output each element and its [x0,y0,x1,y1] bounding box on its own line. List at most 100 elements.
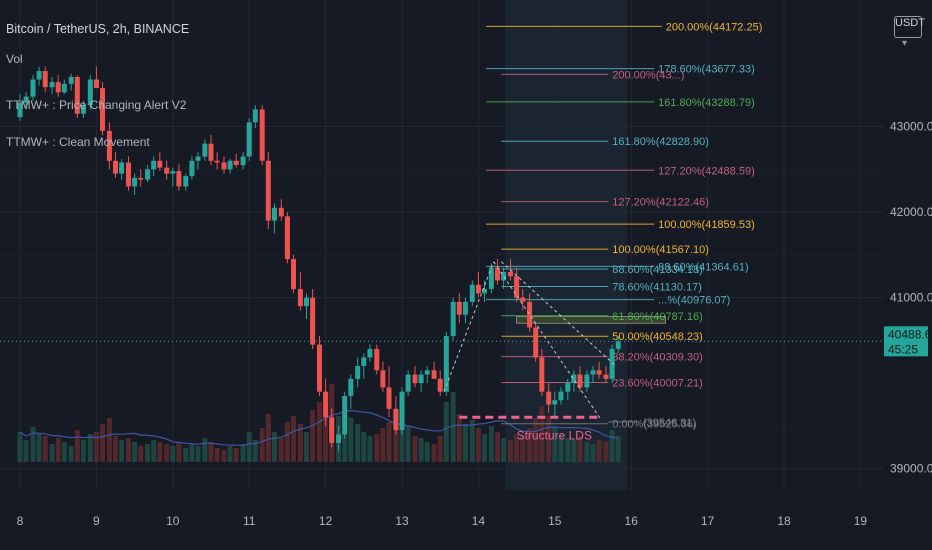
volume-bar [145,444,151,462]
volume-bar [233,448,239,462]
fib-label: 100.00%(41567.10) [612,244,709,256]
y-tick-label: 39000.00 [890,462,932,476]
volume-bar [475,428,481,462]
candle-body [507,271,513,277]
x-tick-label: 13 [395,514,409,528]
candle-body [221,162,227,170]
currency-selector[interactable]: USDT [894,16,925,38]
candle-body [214,160,220,163]
candle-body [462,301,468,315]
candle-body [145,169,151,180]
volume-bar [157,442,163,462]
volume-bar [615,436,621,462]
volume-bar [36,434,42,462]
volume-bar [125,438,131,462]
volume-bar [259,428,265,462]
volume-bar [507,440,513,462]
volume-bar [170,446,176,462]
volume-bar [240,444,246,462]
grid [0,0,884,490]
candle-body [571,374,577,384]
candle-body [61,83,67,93]
fib-label: 127.20%(42122.46) [612,197,709,209]
candle-body [195,156,201,161]
volume-bar [590,444,596,462]
indicator-price-alert[interactable]: TTMW+ : Price Changing Alert V2 [6,98,187,112]
volume-bar [431,444,437,462]
volume-bar [323,392,329,462]
volume-bar [55,438,61,462]
candle-body [17,102,23,118]
candle-body [558,391,564,401]
candle-body [304,297,309,307]
volume-bar [533,418,539,462]
candle-body [36,70,42,80]
volume-bar [386,422,392,462]
indicator-volume[interactable]: Vol [6,52,23,66]
current-price-label: 40488.68 [888,327,932,341]
candle-body [240,156,246,166]
volume-bar [609,430,615,462]
candle-body [475,284,481,294]
fib-label: 127.20%(42488.59) [658,165,755,177]
indicator-clean-movement[interactable]: TTMW+ : Clean Movement [6,135,150,149]
volume-bar [488,426,494,462]
volume-bar [87,434,93,462]
x-tick-label: 15 [548,514,562,528]
fib-label: 23.60%(40007.21) [612,377,703,389]
volume-bar [151,440,157,462]
volume-bar [132,442,138,462]
candle-body [367,348,373,358]
volume-bar [495,432,500,462]
y-tick-label: 41000.00 [890,291,932,305]
volume-bar [49,444,55,462]
candle-body [482,289,488,294]
volume-bar [450,392,456,462]
volume-bar [355,424,361,462]
candle-body [431,370,437,379]
volume-bar [520,436,526,462]
candle-body [361,357,367,367]
volume-bar [265,414,271,462]
currency-label: USDT [895,17,925,29]
volume-bar [113,436,118,462]
volume-bar [30,427,36,462]
volume-bar [546,416,552,462]
candle-body [87,79,93,106]
volume-bar [189,444,195,462]
candle-body [202,143,208,157]
chevron-down-icon[interactable]: ▾ [902,38,908,49]
x-tick-label: 12 [319,514,333,528]
volume-bar [348,418,354,462]
candle-body [170,171,176,174]
volume-bar [221,450,227,462]
volume-bar [42,436,48,462]
x-tick-label: 11 [243,514,256,528]
fib-label: 38.20%(40309.30) [612,352,703,364]
volume-bar [456,414,462,462]
volume-bar [443,402,449,462]
volume-bar [584,442,590,462]
volume-bar [424,442,430,462]
volume-bar [80,440,86,462]
fib-label: ...%(40976.07) [658,295,730,307]
candle-body [316,344,322,392]
fib-label: 78.60%(41130.17) [612,281,702,293]
candle-body [151,160,157,170]
candle-body [469,284,475,302]
x-tick-label: 16 [625,514,639,528]
volume-bar [596,440,602,462]
candle-body [437,378,443,392]
volume-bar [552,426,558,462]
volume-bar [61,442,67,462]
candle-body [615,341,621,349]
candle-body [584,374,590,388]
candle-body [527,301,533,328]
candle-body [603,374,609,379]
fib-label: 178.60%(43677.33) [658,64,755,76]
candle-body [495,267,500,281]
candle-body [456,301,462,315]
candle-body [291,259,297,290]
